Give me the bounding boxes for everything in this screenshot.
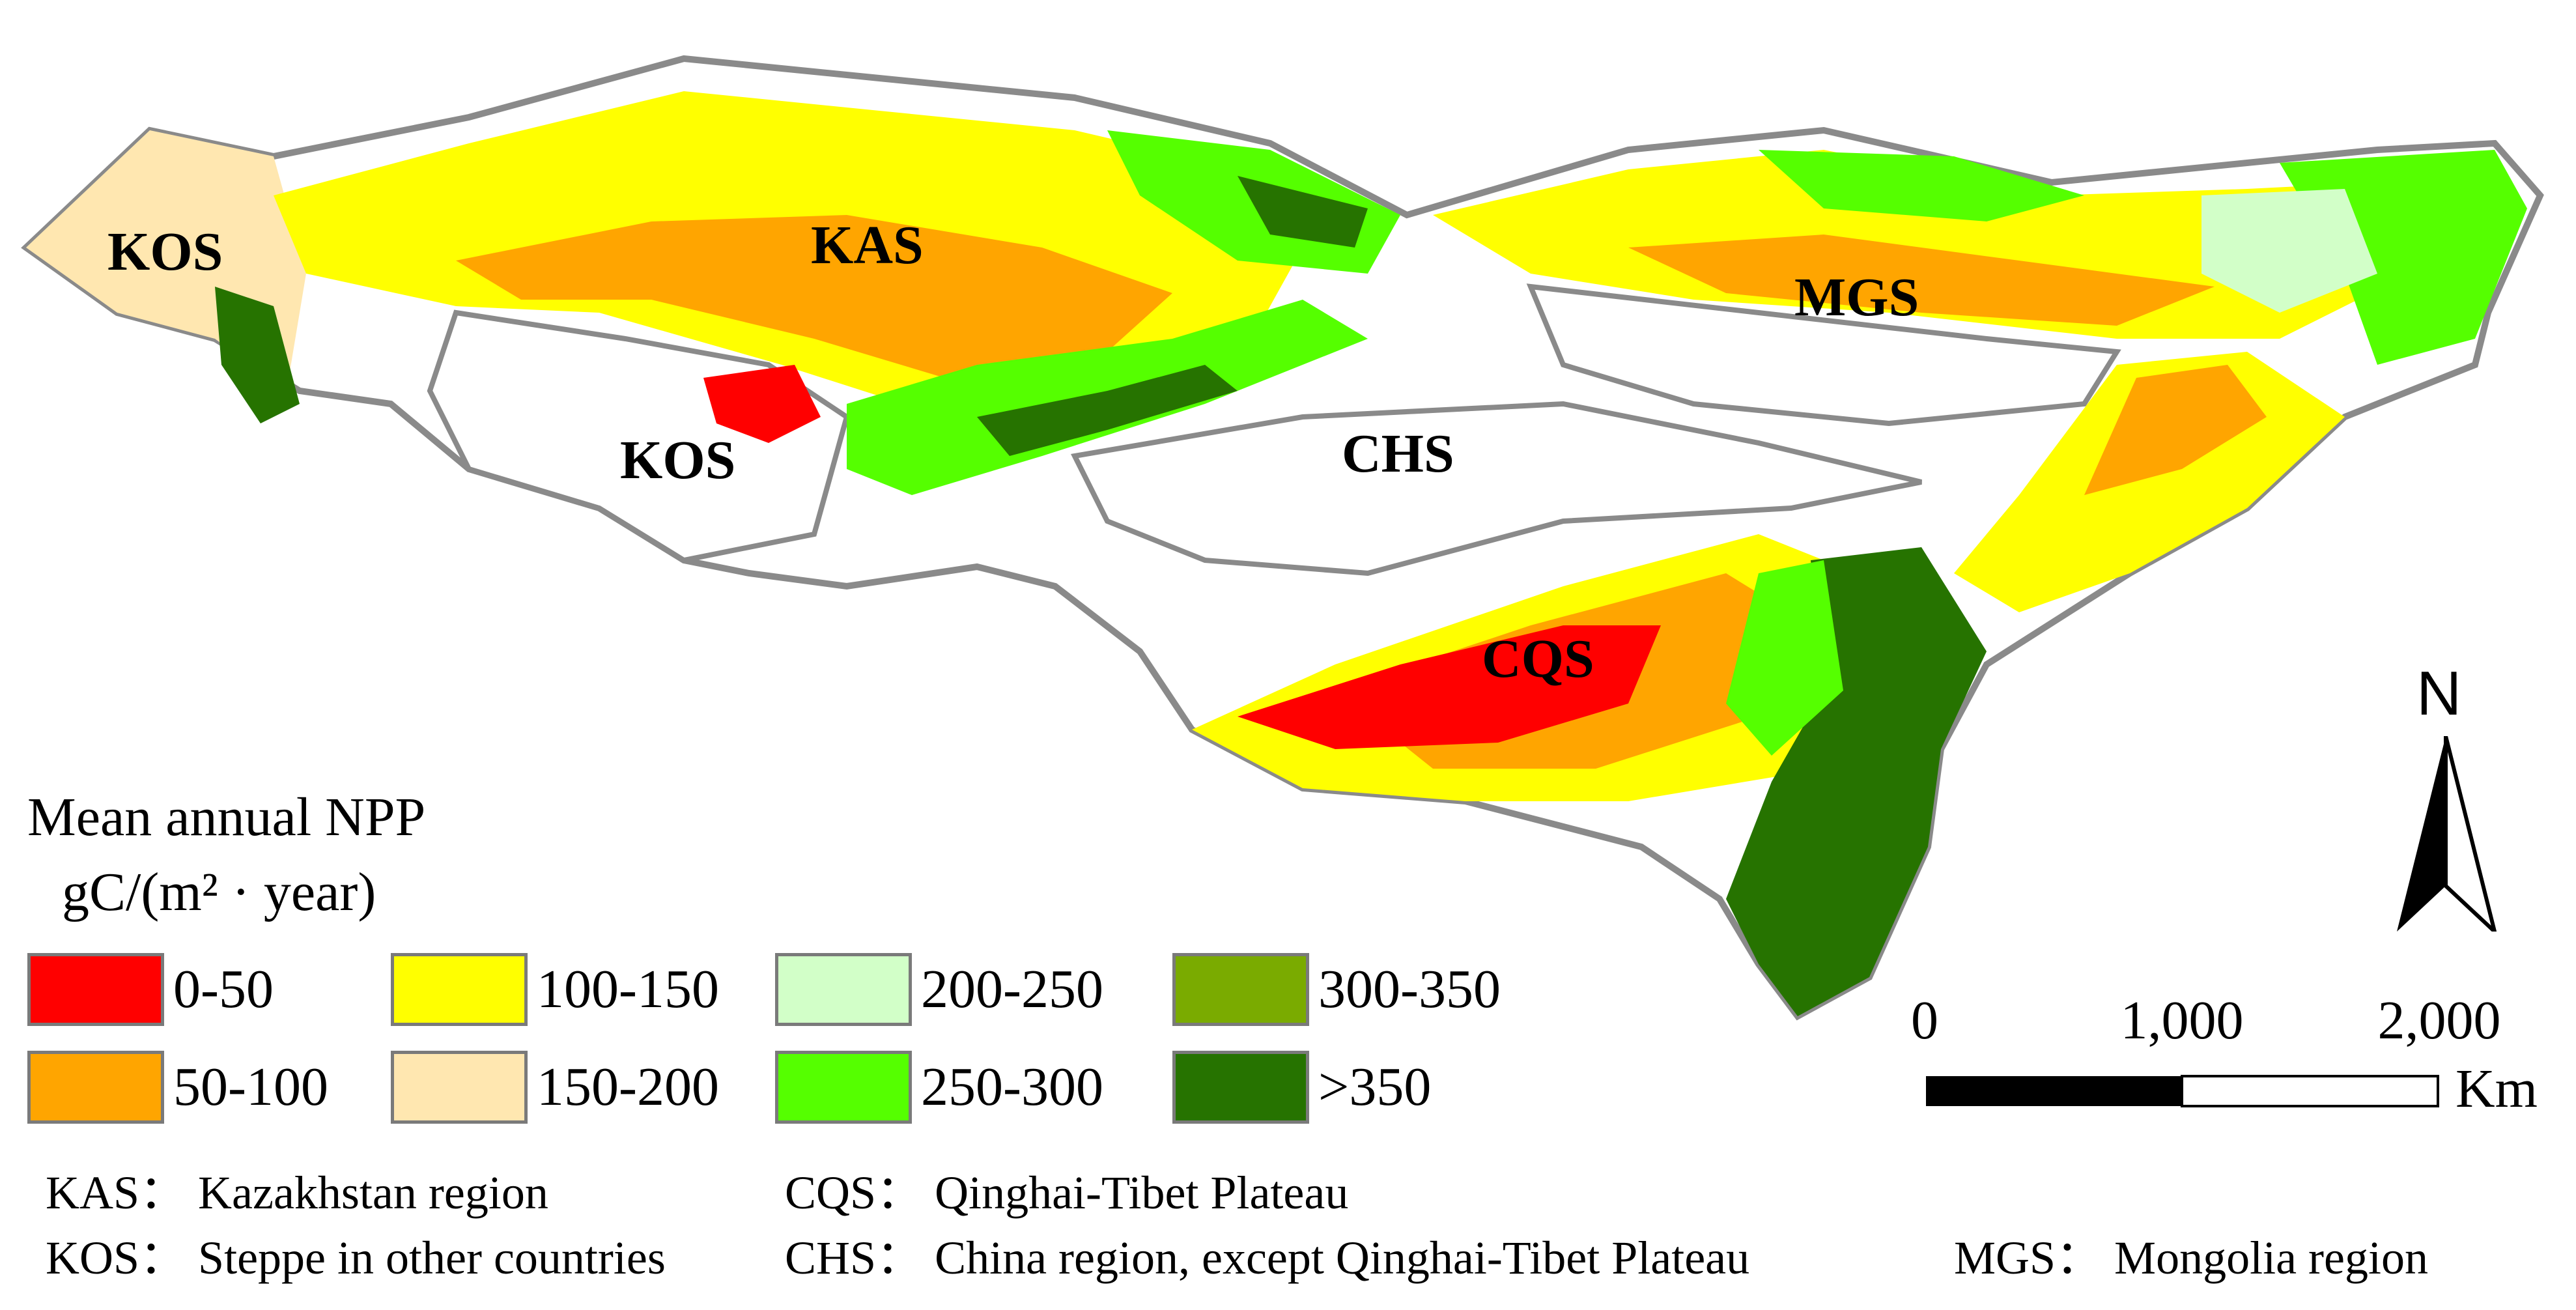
region-label-cqs: CQS <box>1482 629 1594 689</box>
abbr-kas: KAS： Kazakhstan region <box>46 1167 548 1219</box>
cqs-east-lightgreen <box>1726 560 1843 756</box>
legend-item-1: 50-100 <box>27 1049 328 1126</box>
legend-label: 100-150 <box>537 959 719 1019</box>
region-label-kos-west: KOS <box>107 221 223 282</box>
kas-orange-core <box>456 215 1172 378</box>
mgs-orange-core <box>1628 235 2215 326</box>
legend-label: 50-100 <box>173 1057 328 1117</box>
north-arrow-icon <box>2397 736 2497 932</box>
legend-item-6: 300-350 <box>1172 951 1501 1028</box>
kos-central-red <box>703 365 821 443</box>
legend-label: 250-300 <box>921 1057 1103 1117</box>
legend-swatch <box>1172 1051 1309 1124</box>
abbr-mgs: MGS： Mongolia region <box>1954 1232 2428 1284</box>
tianshan-dark <box>977 365 1238 456</box>
legend-swatch <box>391 1051 528 1124</box>
legend-title: Mean annual NPP <box>27 787 426 847</box>
east-corridor-orange <box>2084 365 2267 495</box>
scale-bar <box>1926 1075 2439 1107</box>
legend-item-0: 0-50 <box>27 951 274 1028</box>
legend-swatch <box>775 953 912 1026</box>
cqs-red <box>1238 625 1661 749</box>
legend-item-2: 100-150 <box>391 951 719 1028</box>
legend-label: >350 <box>1318 1057 1432 1117</box>
region-label-mgs: MGS <box>1794 267 1919 328</box>
region-label-kos-central: KOS <box>620 430 736 491</box>
legend-label: 300-350 <box>1318 959 1501 1019</box>
abbr-kos: KOS： Steppe in other countries <box>46 1232 666 1284</box>
cqs-east-green <box>1726 547 1987 1016</box>
scale-tick-2: 2,000 <box>2377 990 2501 1051</box>
region-label-chs: CHS <box>1342 423 1454 484</box>
legend-item-3: 150-200 <box>391 1049 719 1126</box>
abbr-cqs: CQS： Qinghai-Tibet Plateau <box>785 1167 1349 1219</box>
scale-unit: Km <box>2456 1059 2538 1119</box>
legend-swatch <box>775 1051 912 1124</box>
scale-tick-1: 1,000 <box>2120 990 2244 1051</box>
legend-swatch <box>27 953 164 1026</box>
scale-tick-0: 0 <box>1911 990 1938 1051</box>
legend-item-5: 250-300 <box>775 1049 1103 1126</box>
kas-north-dark-green <box>1238 176 1368 248</box>
legend-swatch <box>1172 953 1309 1026</box>
legend-label: 200-250 <box>921 959 1103 1019</box>
chs-white <box>1071 401 1922 577</box>
mgs-east-pale <box>2201 189 2377 313</box>
north-label: N <box>2416 659 2462 728</box>
legend-item-4: 200-250 <box>775 951 1103 1028</box>
legend-label: 150-200 <box>537 1057 719 1117</box>
legend-label: 0-50 <box>173 959 274 1019</box>
gobi-white <box>1526 283 2121 427</box>
legend-item-7: >350 <box>1172 1049 1431 1126</box>
legend-swatch <box>391 953 528 1026</box>
kos-west-green <box>215 287 300 423</box>
region-label-kas: KAS <box>811 215 924 276</box>
legend-swatch <box>27 1051 164 1124</box>
mgs-north-green <box>1759 150 2084 221</box>
legend-unit: gC/(m² · year) <box>62 862 376 922</box>
abbr-chs: CHS： China region, except Qinghai-Tibet … <box>785 1232 1750 1284</box>
